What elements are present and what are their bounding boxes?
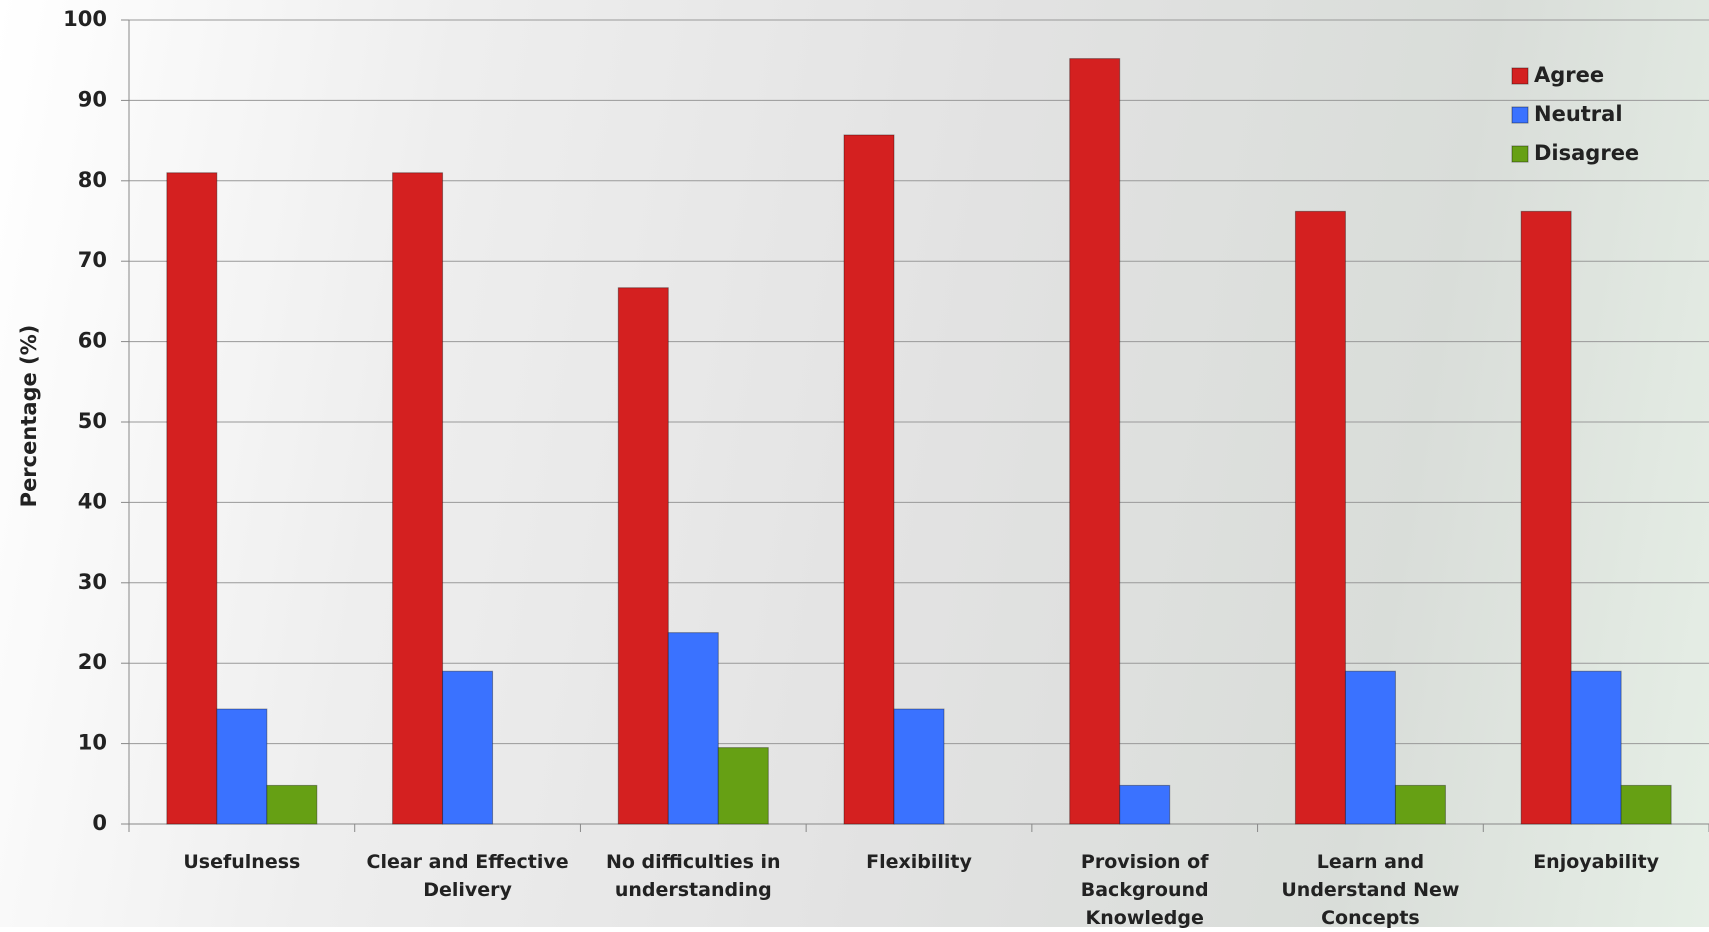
x-tick-label: No difficulties in understanding	[605, 851, 781, 901]
bar	[717, 747, 769, 825]
y-tick-label: 100	[63, 7, 107, 31]
bar	[1069, 58, 1121, 825]
bar	[1620, 784, 1672, 825]
bar	[1570, 670, 1622, 825]
y-tick-label: 60	[78, 329, 107, 353]
y-tick-label: 50	[78, 409, 107, 433]
x-tick-label: Clear and Effective Delivery	[366, 851, 569, 901]
bar	[1119, 784, 1171, 825]
x-tick-label: Provision of Background Knowledge	[1080, 851, 1209, 929]
y-axis-label: Percentage (%)	[17, 325, 41, 508]
legend-swatch	[1511, 145, 1529, 163]
bar	[843, 134, 895, 825]
bar	[1394, 784, 1446, 825]
x-tick-label: Enjoyability	[1533, 851, 1660, 873]
legend-swatch	[1511, 106, 1529, 124]
x-tick-label: Usefulness	[183, 851, 301, 873]
bar	[266, 784, 318, 825]
y-tick-label: 80	[78, 168, 107, 192]
y-tick-label: 90	[78, 87, 107, 111]
y-tick-label: 30	[78, 570, 107, 594]
y-tick-label: 0	[92, 811, 107, 835]
legend-label: Disagree	[1534, 141, 1639, 165]
legend-swatch	[1511, 67, 1529, 85]
bar	[667, 632, 719, 825]
bar	[392, 172, 444, 825]
bar	[617, 287, 669, 825]
x-tick-label: Learn and Understand New Concepts	[1281, 851, 1460, 929]
y-tick-label: 10	[78, 731, 107, 755]
y-tick-label: 70	[78, 248, 107, 272]
y-tick-label: 40	[78, 489, 107, 513]
bar	[1344, 670, 1396, 825]
bar	[216, 708, 268, 825]
bar	[1294, 210, 1346, 825]
legend-label: Agree	[1534, 63, 1604, 87]
legend-label: Neutral	[1534, 102, 1623, 126]
y-tick-label: 20	[78, 650, 107, 674]
bar	[442, 670, 494, 825]
x-tick-label: Flexibility	[866, 851, 972, 873]
bar	[166, 172, 218, 825]
bar	[1520, 210, 1572, 825]
bar	[893, 708, 945, 825]
